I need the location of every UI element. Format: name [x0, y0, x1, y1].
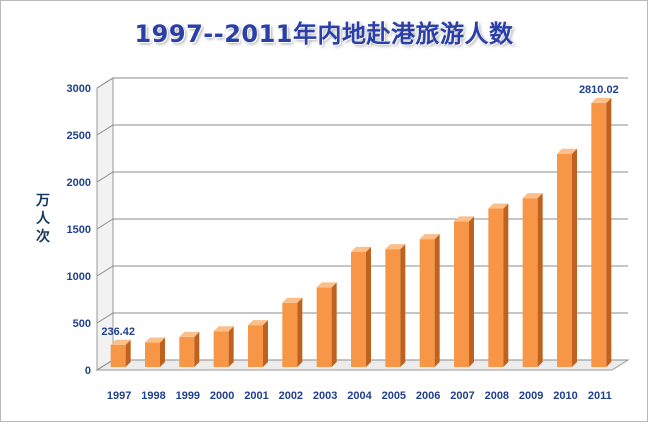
y-tick-label: 500	[73, 318, 91, 330]
bar	[557, 153, 572, 367]
bar	[591, 102, 607, 367]
bar	[419, 239, 435, 367]
bar	[351, 251, 366, 367]
x-tick-label: 1999	[176, 390, 200, 402]
bar-top	[179, 331, 200, 337]
chart-title: 1997--2011年内地赴港旅游人数	[134, 20, 514, 48]
bar-side	[400, 244, 406, 367]
y-tick-label: 1500	[67, 224, 91, 236]
y-tick-label: 1000	[67, 271, 91, 283]
label-layer: 0 500 1000 1500 2000 2500 3000 1997 1998 1999 2000…	[67, 83, 619, 402]
x-tick-label: 2006	[416, 390, 440, 402]
bar	[522, 198, 538, 367]
bar-side	[434, 234, 440, 367]
bar-layer	[110, 97, 612, 367]
x-tick-label: 2001	[244, 390, 268, 402]
x-tick-label: 1998	[141, 390, 165, 402]
bar-side	[503, 203, 509, 367]
bar-top	[385, 244, 406, 250]
y-tick-label: 2000	[67, 177, 91, 189]
x-tick-label: 2008	[485, 390, 509, 402]
y-tick-label: 2500	[67, 130, 91, 142]
bar-top	[591, 97, 612, 103]
bar-top	[213, 326, 234, 332]
bar-top	[351, 246, 371, 252]
bar-top	[522, 193, 543, 199]
data-label: 2810.02	[579, 84, 619, 96]
bar-side	[228, 326, 234, 367]
bar-side	[366, 246, 371, 367]
bar	[213, 331, 229, 367]
bar-side	[297, 297, 303, 367]
bar	[248, 325, 263, 367]
bar-top	[248, 320, 268, 326]
gridline	[96, 171, 628, 183]
x-tick-label: 2009	[519, 390, 543, 402]
data-label: 236.42	[101, 326, 135, 338]
bar-top	[145, 337, 165, 343]
bar	[282, 302, 298, 367]
grid-layer	[95, 77, 630, 371]
bar-top	[419, 234, 440, 240]
bar-side	[160, 337, 165, 367]
y-tick-label: 3000	[67, 83, 91, 95]
x-tick-label: 1997	[107, 390, 131, 402]
x-tick-label: 2005	[382, 390, 406, 402]
bar-side	[537, 193, 543, 367]
gridline	[96, 124, 628, 136]
bar	[110, 344, 126, 367]
x-tick-label: 2003	[313, 390, 337, 402]
bar-top	[316, 282, 337, 288]
bar-side	[331, 282, 337, 367]
x-tick-label: 2004	[347, 390, 372, 402]
bar	[454, 221, 469, 367]
bar-side	[263, 320, 268, 367]
y-tick-label: 0	[85, 365, 91, 377]
gridline	[96, 77, 628, 89]
x-tick-label: 2002	[279, 390, 303, 402]
y-axis-label: 万人次	[36, 193, 50, 245]
bar-top	[110, 339, 131, 345]
bar	[488, 208, 504, 367]
bar-top	[488, 203, 509, 209]
x-tick-label: 2010	[553, 390, 577, 402]
bar-top	[557, 148, 577, 154]
x-tick-label: 2011	[588, 390, 612, 402]
x-tick-label: 2000	[210, 390, 234, 402]
gridline	[96, 218, 628, 230]
bar	[316, 287, 332, 367]
bar	[385, 249, 401, 367]
bar	[145, 342, 160, 367]
bar-side	[194, 331, 200, 367]
bar-side	[469, 216, 474, 367]
x-tick-label: 2007	[450, 390, 474, 402]
bar-side	[572, 148, 577, 367]
bar	[179, 336, 195, 367]
bar-top	[454, 216, 474, 222]
bar-side	[606, 97, 612, 367]
bar-top	[282, 297, 303, 303]
bar-side	[125, 339, 131, 367]
